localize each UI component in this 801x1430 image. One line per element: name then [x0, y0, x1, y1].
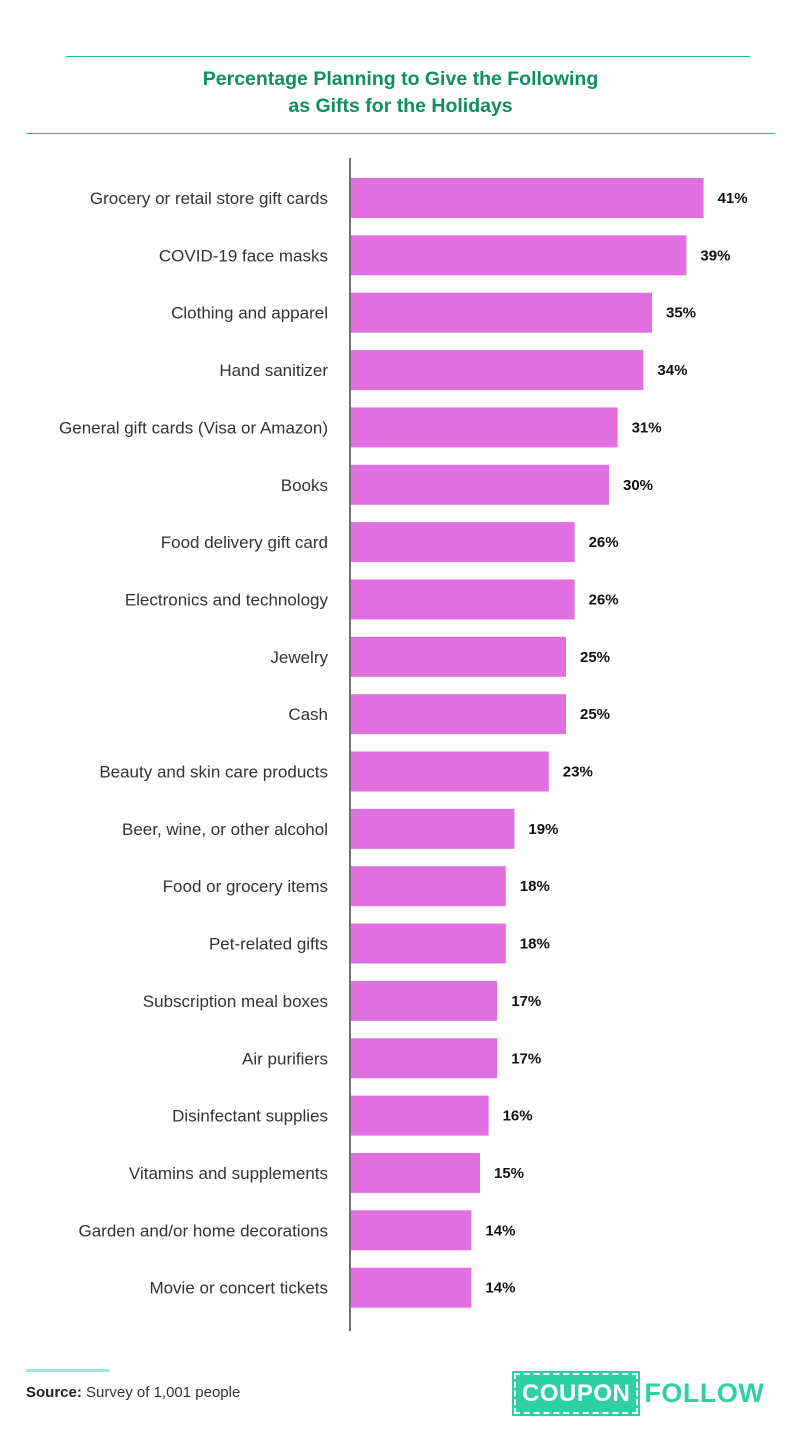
category-label: Movie or concert tickets	[149, 1279, 328, 1298]
bar	[351, 1152, 480, 1193]
bar	[351, 1095, 489, 1136]
source-text: Survey of 1,001 people	[86, 1384, 241, 1401]
category-label: Beer, wine, or other alcohol	[122, 820, 328, 839]
category-label: Pet-related gifts	[209, 935, 328, 954]
category-label: Cash	[288, 705, 328, 724]
value-label: 18%	[520, 936, 550, 953]
title-divider	[26, 133, 775, 134]
category-label: Clothing and apparel	[171, 304, 328, 323]
value-label: 35%	[666, 305, 696, 322]
bar	[351, 980, 498, 1021]
category-label: Beauty and skin care products	[99, 763, 328, 782]
value-label: 25%	[580, 706, 610, 723]
bar	[351, 923, 506, 964]
value-label: 31%	[632, 419, 662, 436]
category-label: Garden and/or home decorations	[79, 1221, 329, 1240]
top-divider	[66, 56, 750, 57]
category-label: General gift cards (Visa or Amazon)	[59, 418, 328, 437]
source-label: Source:	[26, 1384, 82, 1401]
chart-title: Percentage Planning to Give the Followin…	[0, 66, 801, 120]
brand-logo: COUPON FOLLOW	[511, 1371, 765, 1416]
category-label: Food delivery gift card	[161, 533, 328, 552]
value-label: 17%	[511, 993, 541, 1010]
chart-title-line-2: as Gifts for the Holidays	[288, 95, 513, 117]
category-label: Jewelry	[270, 648, 328, 667]
value-label: 15%	[494, 1165, 524, 1182]
bar	[351, 866, 506, 907]
bar	[351, 178, 704, 218]
footer-accent-line	[26, 1369, 109, 1372]
bar	[351, 407, 618, 448]
category-label: Grocery or retail store gift cards	[90, 189, 328, 208]
category-label: Electronics and technology	[125, 590, 329, 609]
category-label: Hand sanitizer	[219, 361, 328, 380]
bar	[351, 1038, 498, 1079]
value-label: 23%	[563, 764, 593, 781]
bar	[351, 522, 575, 563]
logo-follow-text: FOLLOW	[644, 1378, 765, 1408]
category-label: Vitamins and supplements	[129, 1164, 328, 1183]
chart-title-line-1: Percentage Planning to Give the Followin…	[202, 68, 599, 90]
value-label: 18%	[520, 878, 550, 895]
bar	[351, 694, 566, 735]
value-label: 26%	[589, 534, 619, 551]
value-label: 26%	[589, 591, 619, 608]
bar	[351, 751, 549, 792]
category-label: Air purifiers	[242, 1049, 328, 1068]
value-label: 30%	[623, 477, 653, 494]
value-label: 14%	[485, 1280, 515, 1297]
category-label: COVID-19 face masks	[159, 246, 328, 265]
source-note: Source: Survey of 1,001 people	[26, 1384, 240, 1401]
category-label: Disinfectant supplies	[172, 1107, 328, 1126]
value-label: 19%	[528, 821, 558, 838]
bar-chart: Grocery or retail store gift cards 41% COV…	[59, 158, 748, 1331]
category-label: Books	[281, 476, 328, 495]
bar	[351, 579, 575, 620]
bar	[351, 1210, 472, 1251]
bar	[351, 350, 644, 391]
bar	[351, 808, 515, 849]
value-label: 14%	[485, 1222, 515, 1239]
value-label: 17%	[511, 1050, 541, 1067]
value-label: 41%	[718, 190, 748, 207]
value-label: 34%	[657, 362, 687, 379]
value-label: 39%	[700, 247, 730, 264]
bar	[351, 636, 566, 677]
logo-coupon-text: COUPON	[511, 1371, 641, 1416]
bar	[351, 292, 652, 333]
category-label: Food or grocery items	[163, 877, 328, 896]
bar	[351, 464, 609, 505]
bar	[351, 235, 687, 276]
value-label: 25%	[580, 649, 610, 666]
value-label: 16%	[503, 1108, 533, 1125]
bar	[351, 1267, 472, 1308]
category-label: Subscription meal boxes	[143, 992, 328, 1011]
